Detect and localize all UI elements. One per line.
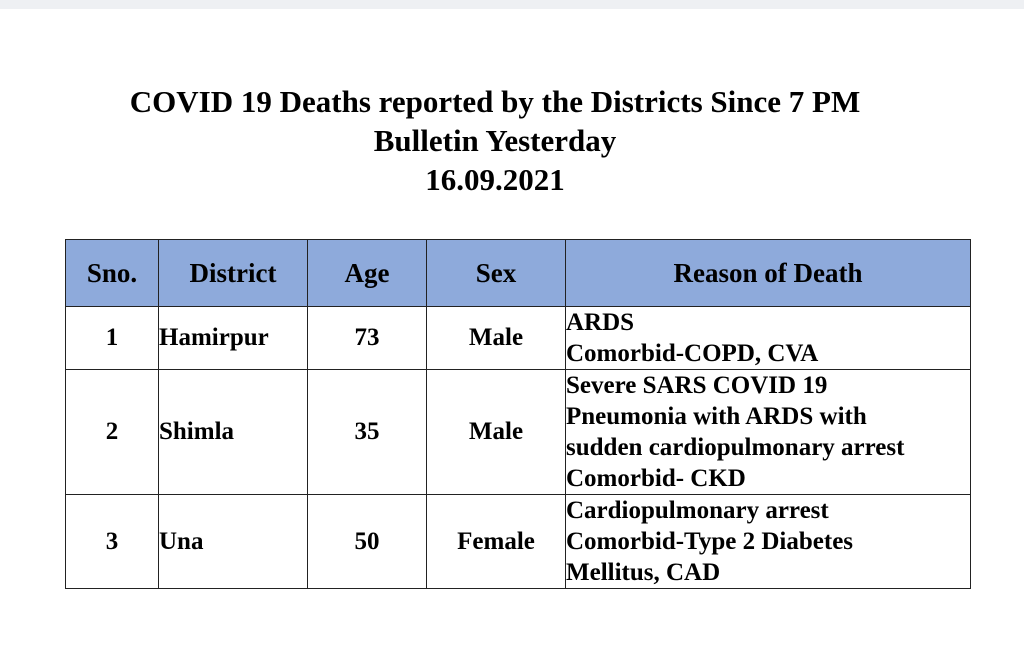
title-line-1: COVID 19 Deaths reported by the District… bbox=[129, 84, 861, 119]
title-date: 16.09.2021 bbox=[425, 162, 565, 197]
table-row: 1 Hamirpur 73 Male ARDS Comorbid-COPD, C… bbox=[65, 306, 971, 370]
cell-age: 73 bbox=[307, 306, 427, 370]
table-header-row: Sno. District Age Sex Reason of Death bbox=[65, 239, 971, 307]
reason-line: Comorbid- CKD bbox=[566, 465, 746, 492]
cell-age: 35 bbox=[307, 369, 427, 495]
cell-reason: Cardiopulmonary arrest Comorbid-Type 2 D… bbox=[565, 494, 971, 589]
cell-reason: ARDS Comorbid-COPD, CVA bbox=[565, 306, 971, 370]
reason-line: Pneumonia with ARDS with bbox=[566, 403, 867, 430]
header-reason: Reason of Death bbox=[565, 239, 971, 307]
top-strip bbox=[0, 0, 1024, 9]
reason-line: Comorbid-Type 2 Diabetes bbox=[566, 528, 854, 555]
cell-age: 50 bbox=[307, 494, 427, 589]
cell-sno: 3 bbox=[65, 494, 159, 589]
header-sno: Sno. bbox=[65, 239, 159, 307]
header-sex: Sex bbox=[426, 239, 566, 307]
reason-line: Severe SARS COVID 19 bbox=[566, 372, 828, 399]
cell-reason: Severe SARS COVID 19 Pneumonia with ARDS… bbox=[565, 369, 971, 495]
reason-line: Cardiopulmonary arrest bbox=[566, 497, 829, 524]
reason-line: sudden cardiopulmonary arrest bbox=[566, 434, 905, 461]
deaths-table: Sno. District Age Sex Reason of Death 1 … bbox=[65, 239, 971, 589]
cell-sex: Female bbox=[426, 494, 566, 589]
cell-district: Hamirpur bbox=[158, 306, 308, 370]
title-line-2: Bulletin Yesterday bbox=[373, 123, 617, 158]
reason-line: Comorbid-COPD, CVA bbox=[566, 340, 819, 367]
header-age: Age bbox=[307, 239, 427, 307]
cell-sex: Male bbox=[426, 369, 566, 495]
table-row: 2 Shimla 35 Male Severe SARS COVID 19 Pn… bbox=[65, 369, 971, 495]
reason-line: Mellitus, CAD bbox=[566, 559, 721, 586]
cell-sno: 1 bbox=[65, 306, 159, 370]
table-row: 3 Una 50 Female Cardiopulmonary arrest C… bbox=[65, 494, 971, 589]
reason-line: ARDS bbox=[566, 309, 635, 336]
cell-sex: Male bbox=[426, 306, 566, 370]
header-district: District bbox=[158, 239, 308, 307]
document-title: COVID 19 Deaths reported by the District… bbox=[0, 82, 990, 199]
cell-district: Shimla bbox=[158, 369, 308, 495]
cell-sno: 2 bbox=[65, 369, 159, 495]
cell-district: Una bbox=[158, 494, 308, 589]
